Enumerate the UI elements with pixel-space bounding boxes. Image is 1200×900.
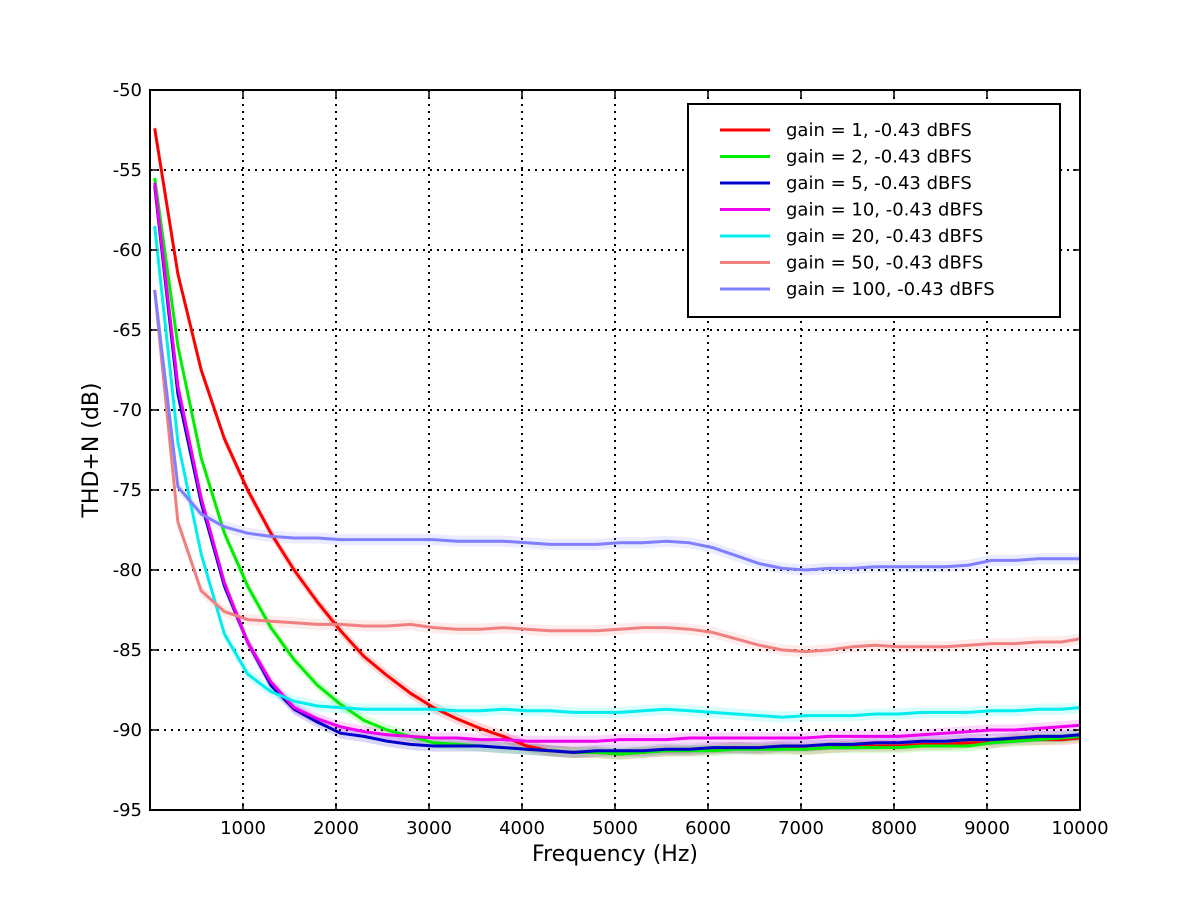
legend-entry: gain = 10, -0.43 dBFS (720, 200, 983, 221)
series-line-4 (153, 182, 1081, 743)
series-line-5 (153, 225, 1081, 719)
legend-entry: gain = 50, -0.43 dBFS (720, 253, 983, 274)
x-tick-label: 5000 (592, 818, 638, 839)
legend-label: gain = 20, -0.43 dBFS (786, 226, 983, 247)
y-tick-label: -50 (113, 80, 142, 101)
x-tick-label: 9000 (964, 818, 1010, 839)
y-tick-label: -55 (113, 160, 142, 181)
legend-items: gain = 1, -0.43 dBFS gain = 2, -0.43 dBFS… (720, 120, 995, 300)
x-axis-title: Frequency (Hz) (532, 842, 698, 867)
axis-tick-labels: 1000 2000 3000 4000 5000 6000 7000 8000 9000 1000… (113, 80, 1109, 839)
legend-label: gain = 2, -0.43 dBFS (786, 147, 972, 168)
legend-label: gain = 100, -0.43 dBFS (786, 279, 995, 300)
legend-entry: gain = 2, -0.43 dBFS (720, 147, 972, 168)
y-tick-label: -85 (113, 640, 142, 661)
legend-entry: gain = 100, -0.43 dBFS (720, 279, 995, 300)
legend-label: gain = 5, -0.43 dBFS (786, 173, 972, 194)
y-tick-label: -70 (113, 400, 142, 421)
axis-ticks (150, 89, 1081, 811)
y-tick-label: -60 (113, 240, 142, 261)
series-lines (153, 128, 1081, 756)
legend-label: gain = 10, -0.43 dBFS (786, 200, 983, 221)
legend: gain = 1, -0.43 dBFS gain = 2, -0.43 dBFS… (687, 103, 1061, 318)
x-tick-label: 8000 (871, 818, 917, 839)
y-tick-label: -65 (113, 320, 142, 341)
x-tick-label: 4000 (499, 818, 545, 839)
x-tick-label: 3000 (406, 818, 452, 839)
x-tick-label: 2000 (313, 818, 359, 839)
x-tick-label: 1000 (220, 818, 266, 839)
series-line-3 (153, 185, 1081, 754)
legend-entry: gain = 1, -0.43 dBFS (720, 120, 972, 141)
x-tick-label: 10000 (1051, 818, 1108, 839)
x-tick-label: 7000 (778, 818, 824, 839)
y-axis-title: THD+N (dB) (79, 382, 104, 518)
legend-label: gain = 50, -0.43 dBFS (786, 253, 983, 274)
y-tick-label: -75 (113, 480, 142, 501)
series-line-7 (153, 289, 1080, 572)
legend-label: gain = 1, -0.43 dBFS (786, 120, 972, 141)
series-line-2 (153, 177, 1081, 756)
y-tick-label: -95 (113, 800, 142, 821)
y-tick-label: -90 (113, 720, 142, 741)
series-line-6 (153, 289, 1081, 654)
legend-entry: gain = 20, -0.43 dBFS (720, 226, 983, 247)
y-tick-label: -80 (113, 560, 142, 581)
x-tick-label: 6000 (685, 818, 731, 839)
legend-entry: gain = 5, -0.43 dBFS (720, 173, 972, 194)
